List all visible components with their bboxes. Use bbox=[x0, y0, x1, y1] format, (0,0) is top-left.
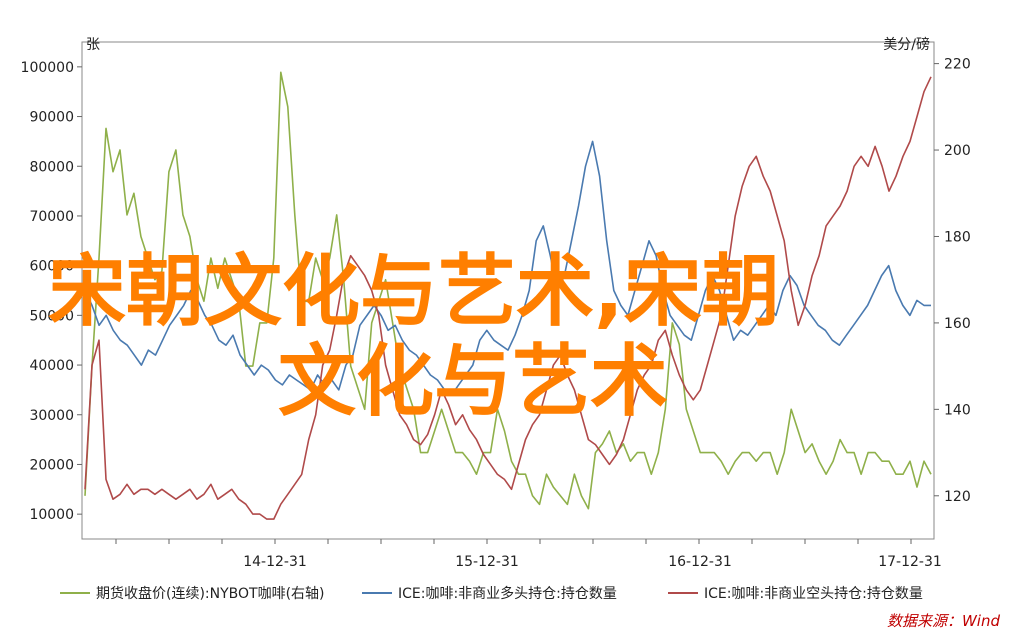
left-axis-unit: 张 bbox=[86, 37, 100, 53]
right-tick-label: 180 bbox=[944, 229, 971, 245]
x-tick-label: 17-12-31 bbox=[878, 554, 942, 570]
right-tick-label: 140 bbox=[944, 402, 971, 418]
legend: 期货收盘价(连续):NYBOT咖啡(右轴) ICE:咖啡:非商业多头持仓:持仓数量… bbox=[60, 585, 923, 602]
left-tick-label: 90000 bbox=[29, 110, 74, 126]
left-tick-label: 20000 bbox=[29, 457, 74, 473]
left-tick-label: 50000 bbox=[29, 308, 74, 324]
left-axis: 10000 20000 30000 40000 50000 60000 70000 80000… bbox=[21, 60, 82, 523]
legend-label-3: ICE:咖啡:非商业空头持仓:持仓数量 bbox=[704, 586, 923, 602]
right-axis: 120 140 160 180 200 220 bbox=[934, 57, 971, 505]
left-tick-label: 70000 bbox=[29, 209, 74, 225]
right-tick-label: 160 bbox=[944, 316, 971, 332]
legend-label-2: ICE:咖啡:非商业多头持仓:持仓数量 bbox=[398, 585, 617, 602]
x-axis: 14-12-31 15-12-31 16-12-31 17-12-31 bbox=[115, 539, 942, 570]
left-tick-label: 10000 bbox=[29, 507, 74, 523]
right-tick-label: 220 bbox=[944, 57, 971, 73]
x-tick-label: 16-12-31 bbox=[668, 554, 732, 570]
series-line-1 bbox=[84, 71, 932, 510]
left-tick-label: 30000 bbox=[29, 408, 74, 424]
overlay-title: 宋朝文化与艺术,宋朝 文化与艺术 bbox=[48, 247, 780, 427]
left-tick-label: 80000 bbox=[29, 159, 74, 175]
x-tick-label: 14-12-31 bbox=[243, 554, 307, 570]
left-tick-label: 60000 bbox=[29, 259, 74, 275]
left-tick-label: 40000 bbox=[29, 358, 74, 374]
right-tick-label: 120 bbox=[944, 489, 971, 505]
series-group bbox=[84, 71, 932, 520]
overlay-title-line1: 宋朝文化与艺术,宋朝 bbox=[48, 247, 780, 337]
legend-label-1: 期货收盘价(连续):NYBOT咖啡(右轴) bbox=[96, 585, 325, 602]
source-label: 数据来源：Wind bbox=[887, 612, 1001, 630]
series-line-2 bbox=[84, 140, 931, 396]
x-tick-label: 15-12-31 bbox=[455, 554, 519, 570]
right-tick-label: 200 bbox=[944, 143, 971, 159]
overlay-title-line2: 文化与艺术 bbox=[278, 337, 668, 427]
left-tick-label: 100000 bbox=[21, 60, 74, 76]
right-axis-unit: 美分/磅 bbox=[883, 36, 930, 53]
series-line-3 bbox=[84, 76, 932, 520]
